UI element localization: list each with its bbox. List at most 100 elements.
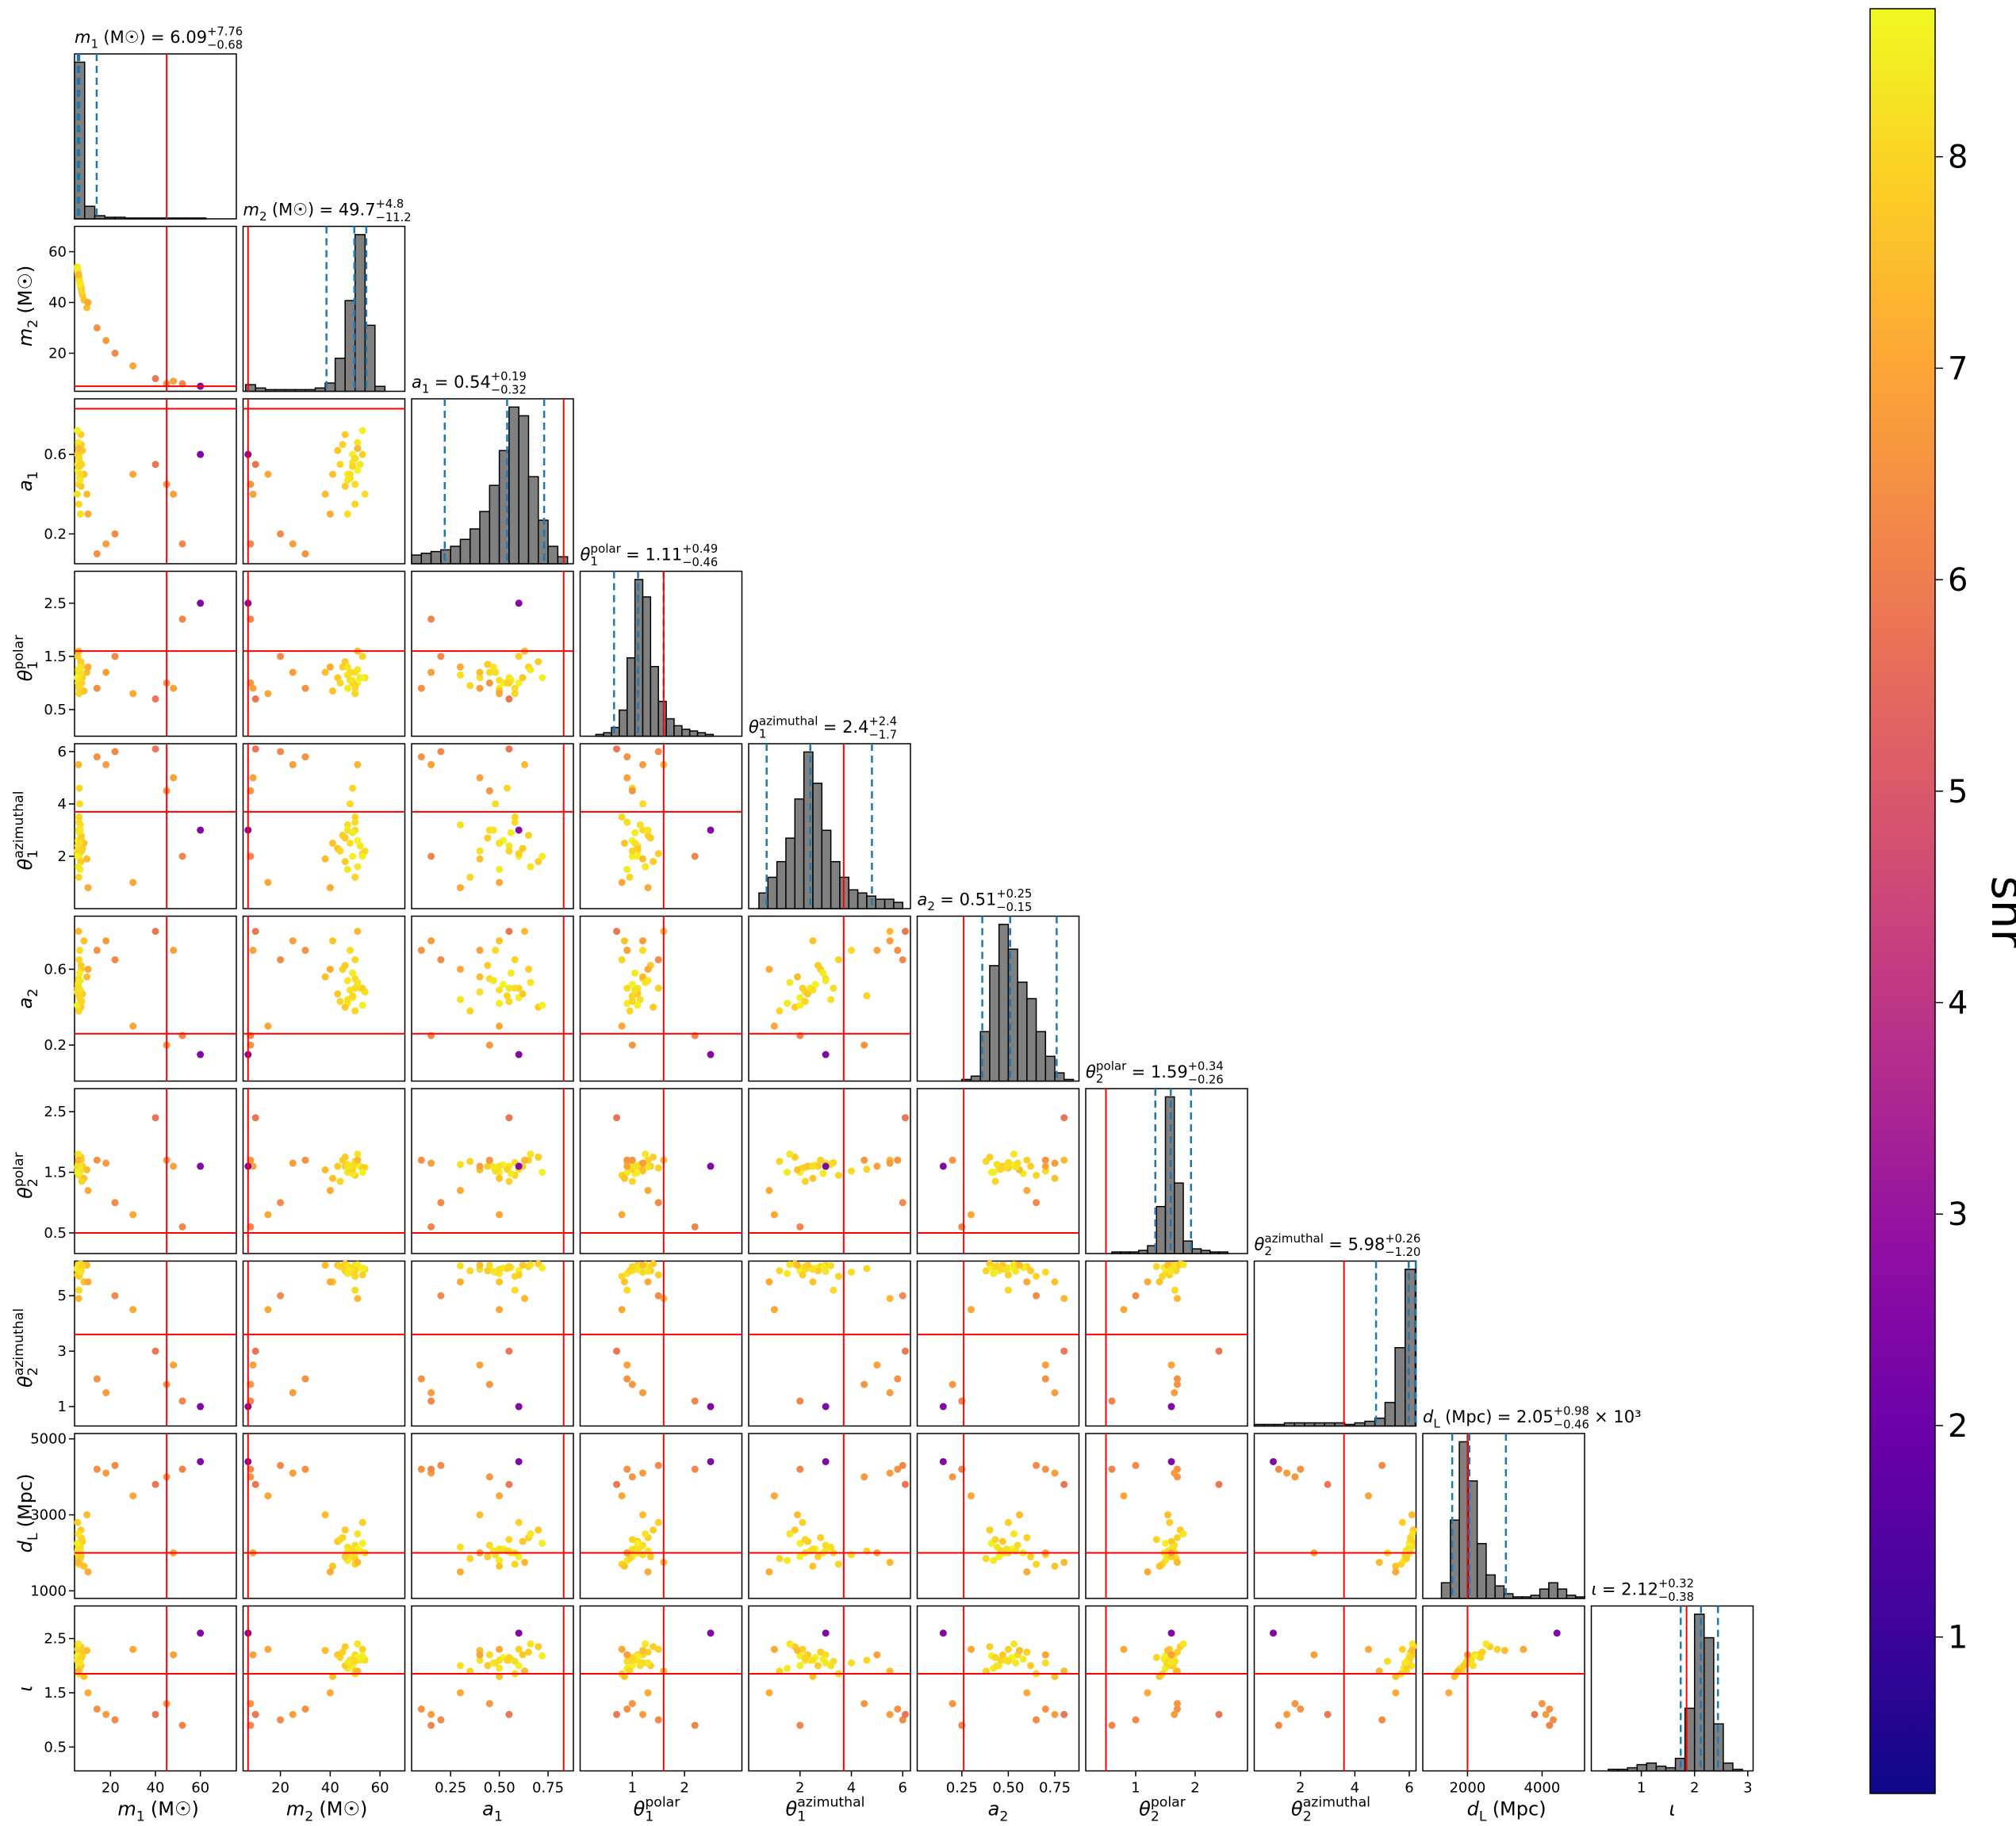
sample-point xyxy=(707,1629,715,1637)
label-sub: 2 xyxy=(25,320,41,328)
sample-point xyxy=(623,1657,631,1665)
label-symbol: θ xyxy=(634,1798,646,1820)
sample-point xyxy=(1167,1457,1175,1465)
sample-point xyxy=(538,1652,546,1659)
sample-point xyxy=(76,470,84,478)
title-plus: +0.98 xyxy=(1554,1405,1589,1418)
sample-point xyxy=(456,996,464,1004)
sample-point xyxy=(328,1174,336,1182)
panel-frame xyxy=(242,915,406,1082)
sample-point xyxy=(1164,1511,1171,1519)
sample-point xyxy=(982,1267,990,1275)
sample-point xyxy=(827,1543,835,1551)
sample-point xyxy=(505,1177,513,1185)
sample-point xyxy=(998,1651,1006,1659)
x-tick-label: 6 xyxy=(1405,1780,1413,1797)
sample-point xyxy=(507,969,515,977)
hist-bar xyxy=(875,898,886,909)
sample-point xyxy=(129,1211,137,1219)
sample-point xyxy=(456,1662,464,1670)
panel-frame xyxy=(748,1433,911,1599)
sample-point xyxy=(638,800,646,808)
x-axis-label: a1 xyxy=(482,1798,503,1825)
sample-point xyxy=(476,847,484,855)
title-plus: +2.4 xyxy=(868,715,897,729)
sample-point xyxy=(301,549,309,557)
sample-point xyxy=(351,1286,359,1294)
sample-point xyxy=(1012,1163,1020,1171)
sample-point xyxy=(801,997,809,1005)
sample-point xyxy=(505,1654,513,1661)
sample-point xyxy=(626,873,634,881)
sample-point xyxy=(301,1465,309,1473)
title-value: = 1.59 xyxy=(1132,1062,1188,1081)
sample-point xyxy=(75,873,82,881)
sample-point xyxy=(1023,1156,1031,1164)
sample-point xyxy=(505,1347,513,1355)
sample-point xyxy=(496,937,504,945)
panel-frame xyxy=(748,1260,911,1427)
sample-point xyxy=(476,1261,484,1269)
sample-point xyxy=(251,695,259,703)
sample-point xyxy=(902,1710,910,1718)
hist-bar xyxy=(1035,1031,1047,1082)
sample-point xyxy=(178,1397,186,1405)
sample-point xyxy=(74,1518,82,1526)
sample-point xyxy=(326,510,334,518)
sample-point xyxy=(358,427,366,434)
colorbar-tick-label: 8 xyxy=(1948,140,1968,176)
label-sub: L xyxy=(1433,1416,1440,1430)
sample-point xyxy=(623,1286,631,1294)
sample-point xyxy=(527,1640,535,1648)
sample-point xyxy=(1002,1656,1010,1664)
sample-point xyxy=(78,997,86,1005)
sample-point xyxy=(1002,1162,1010,1170)
sample-point xyxy=(993,1161,1001,1169)
sample-point xyxy=(644,1186,652,1194)
hist-bar xyxy=(374,385,386,392)
title-plus: +0.49 xyxy=(682,542,718,556)
sample-point xyxy=(794,1166,802,1173)
colorbar-tick-label: 7 xyxy=(1948,350,1968,387)
sample-point xyxy=(618,1645,626,1653)
hist-bar xyxy=(1174,1182,1184,1254)
sample-point xyxy=(151,1480,159,1488)
sample-point xyxy=(644,1156,652,1164)
sample-point xyxy=(1167,1403,1175,1411)
sample-point xyxy=(102,1389,110,1397)
panel-frame xyxy=(579,1088,743,1254)
sample-point xyxy=(111,1292,119,1300)
sample-point xyxy=(1120,1492,1128,1500)
sample-point xyxy=(75,1640,82,1648)
hist-bar xyxy=(420,553,432,565)
y-tick-label: 0.2 xyxy=(44,526,67,542)
sample-point xyxy=(83,1511,91,1519)
sample-point xyxy=(343,1163,351,1171)
sample-point xyxy=(1283,1469,1291,1477)
hist-bar xyxy=(125,217,136,220)
sample-point xyxy=(264,1306,272,1314)
sample-point xyxy=(351,818,359,826)
sample-point xyxy=(1283,1710,1291,1718)
sample-point xyxy=(83,855,91,863)
sample-point xyxy=(886,1159,894,1167)
sample-point xyxy=(129,1022,137,1030)
sample-point xyxy=(417,1705,425,1713)
y-axis-label: dL (Mpc) xyxy=(14,1473,41,1552)
sample-point xyxy=(515,1162,523,1170)
x-tick-label: 1 xyxy=(628,1780,637,1797)
hist-bar xyxy=(1253,1423,1265,1427)
sample-point xyxy=(521,928,529,936)
sample-point xyxy=(524,832,532,840)
sample-point xyxy=(822,1457,830,1465)
sample-point xyxy=(620,1562,628,1570)
hist-bar xyxy=(244,384,256,392)
sample-point xyxy=(894,1375,902,1383)
sample-point xyxy=(814,1162,822,1170)
sample-point xyxy=(341,1153,349,1161)
sample-point xyxy=(358,1645,366,1653)
sample-point xyxy=(485,1473,493,1481)
sample-point xyxy=(519,674,527,682)
sample-point xyxy=(93,947,101,955)
sample-point xyxy=(1162,1652,1169,1659)
